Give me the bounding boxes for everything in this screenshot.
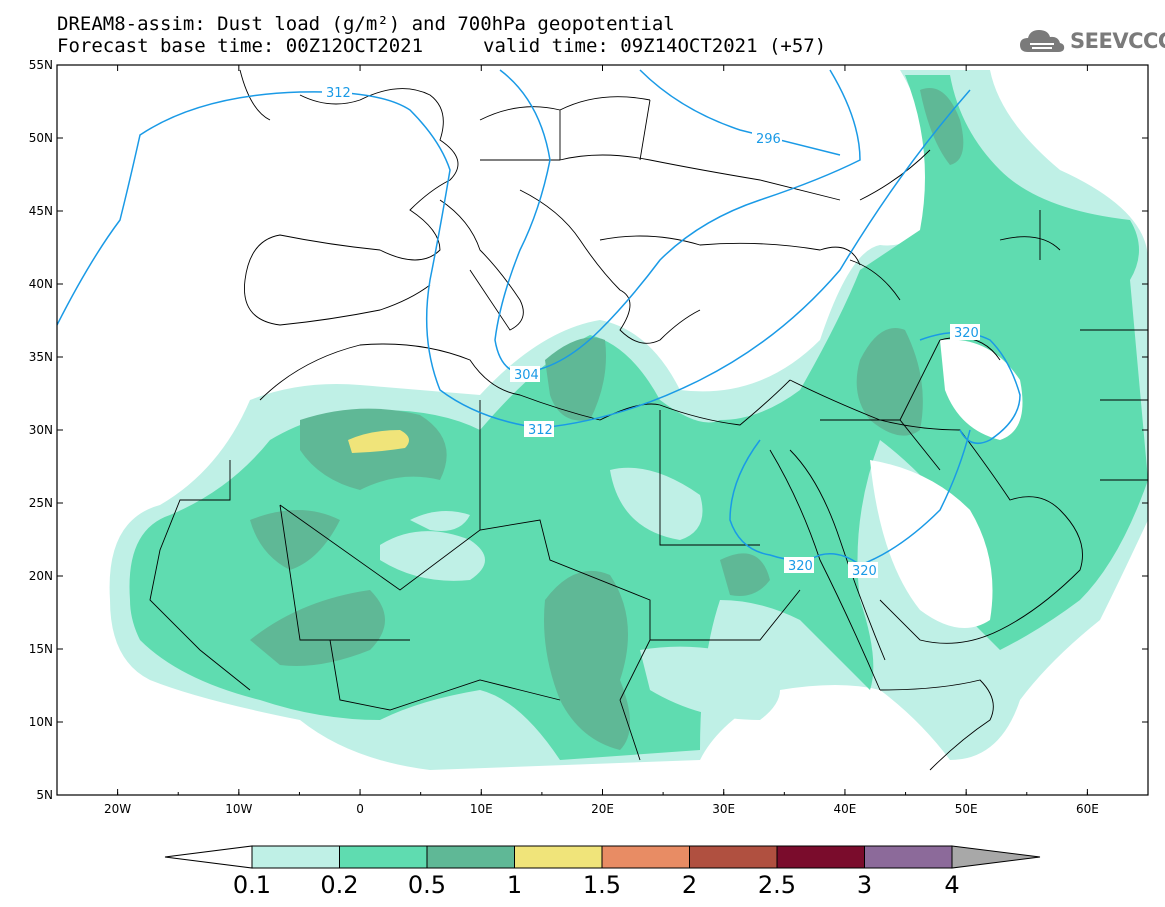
colorbar-cell [776, 845, 865, 869]
colorbar-cell [426, 845, 515, 869]
dust-area-yellow [348, 430, 409, 453]
cloud-icon [1020, 30, 1065, 52]
seevccc-logo: SEEVCCC [1018, 26, 1165, 56]
dust-area-dark-6 [856, 328, 923, 436]
colorbar-max-arrow [951, 845, 1041, 869]
colorbar-label: 1.5 [583, 871, 621, 899]
dust-hole-2 [380, 531, 485, 581]
lon-tick-label: 60E [1076, 802, 1099, 816]
colorbar-cell [339, 845, 428, 869]
colorbar-label: 1 [507, 871, 522, 899]
lat-tick-label: 5N [36, 788, 53, 802]
axis-ticks: 55N 50N 45N 40N 35N 30N 25N 20N 15N 10N 5N 20W 10W 0 1… [29, 58, 1149, 816]
lon-tick-label: 10W [225, 802, 252, 816]
map-title: DREAM8-assim: Dust load (g/m²) and 700hP… [57, 13, 675, 35]
contour-label: 320 [954, 326, 979, 341]
dust-area-dark-7 [920, 88, 964, 165]
lon-tick-label: 0 [356, 802, 364, 816]
forecast-base-time: Forecast base time: 00Z12OCT2021 [57, 35, 424, 57]
lat-tick-label: 15N [29, 642, 53, 656]
coastlines-borders [149, 69, 1148, 771]
dust-area-dark-3 [250, 590, 385, 666]
lat-tick-label: 50N [29, 131, 53, 145]
lon-tick-label: 40E [834, 802, 857, 816]
dust-area-dark-2 [250, 510, 340, 570]
dust-area-dark-5 [545, 337, 606, 421]
contour-label: 304 [514, 368, 539, 383]
contour-label: 296 [756, 132, 781, 147]
lon-tick-label: 20W [104, 802, 131, 816]
colorbar-cell [251, 845, 340, 869]
valid-time: valid time: 09Z14OCT2021 (+57) [483, 35, 827, 57]
contour-label: 320 [852, 564, 877, 579]
dust-hole-6 [940, 339, 1023, 440]
colorbar-cell [864, 845, 953, 869]
colorbar-cell [514, 845, 603, 869]
colorbar-label: 4 [944, 871, 959, 899]
contour-label: 312 [326, 86, 351, 101]
lat-tick-label: 10N [29, 715, 53, 729]
lat-tick-label: 30N [29, 423, 53, 437]
colorbar-label: 2.5 [758, 871, 796, 899]
lat-tick-label: 35N [29, 350, 53, 364]
contour-labels: 312 296 304 312 320 320 320 [322, 84, 980, 579]
colorbar-min-arrow [164, 845, 253, 869]
colorbar-label: 0.2 [320, 871, 358, 899]
dust-area-dark-8 [720, 553, 770, 596]
lon-tick-label: 30E [712, 802, 735, 816]
dust-area-medium [129, 75, 1148, 760]
colorbar-label: 0.1 [233, 871, 271, 899]
lat-tick-label: 25N [29, 496, 53, 510]
contour-label: 320 [788, 559, 813, 574]
lon-tick-label: 50E [955, 802, 978, 816]
dust-hole-5 [640, 646, 780, 720]
contour-label: 312 [528, 423, 553, 438]
lat-tick-label: 20N [29, 569, 53, 583]
colorbar-label: 0.5 [408, 871, 446, 899]
colorbar-label: 3 [857, 871, 872, 899]
logo-text: SEEVCCC [1070, 29, 1165, 53]
geopotential-contours [57, 69, 1021, 566]
dust-hole-4 [870, 460, 993, 628]
dust-area-dark-4 [544, 570, 630, 750]
dust-load-field [109, 70, 1148, 770]
colorbar-label: 2 [682, 871, 697, 899]
colorbar-cell [601, 845, 690, 869]
lon-tick-label: 20E [591, 802, 614, 816]
dust-hole-3 [610, 467, 703, 540]
colorbar: 0.1 0.2 0.5 1 1.5 2 2.5 3 4 [164, 845, 1041, 899]
lat-tick-label: 55N [29, 58, 53, 72]
dust-hole-1 [410, 511, 470, 531]
lat-tick-label: 45N [29, 204, 53, 218]
lon-tick-label: 10E [470, 802, 493, 816]
colorbar-cell [689, 845, 778, 869]
lat-tick-label: 40N [29, 277, 53, 291]
